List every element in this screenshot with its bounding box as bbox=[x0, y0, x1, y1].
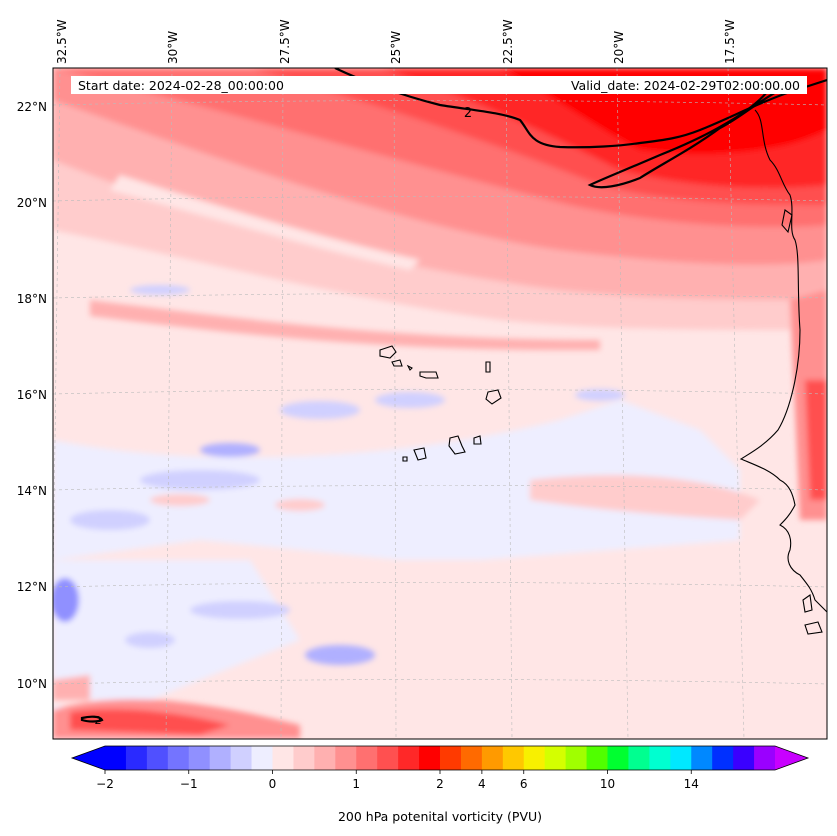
colorbar-cell bbox=[251, 746, 273, 770]
colorbar-cell bbox=[502, 746, 525, 770]
colorbar-tick-label: −1 bbox=[180, 777, 198, 791]
colorbar-cell bbox=[209, 746, 232, 770]
lat-label: 14°N bbox=[17, 484, 47, 498]
colorbar-cell bbox=[146, 746, 169, 770]
lat-label: 16°N bbox=[17, 388, 47, 402]
lon-label: 22.5°W bbox=[501, 19, 515, 64]
latitude-labels: 22°N 20°N 18°N 16°N 14°N 12°N 10°N bbox=[17, 100, 47, 691]
colorbar-outline bbox=[70, 745, 810, 771]
colorbar-under-arrow bbox=[72, 746, 105, 770]
lat-label: 18°N bbox=[17, 292, 47, 306]
colorbar-title: 200 hPa potenital vorticity (PVU) bbox=[338, 809, 542, 824]
colorbar: −2 −1 0 1 2 4 6 10 14 200 hPa potenital vorticit… bbox=[70, 745, 810, 824]
start-date-label: Start date: 2024-02-28_00:00:00 bbox=[78, 78, 284, 93]
colorbar-cell bbox=[335, 746, 357, 770]
colorbar-cell bbox=[188, 746, 211, 770]
colorbar-cells bbox=[105, 746, 776, 770]
colorbar-cell bbox=[712, 746, 734, 770]
colorbar-cell bbox=[691, 746, 713, 770]
colorbar-tick-label: 2 bbox=[436, 777, 444, 791]
colorbar-cell bbox=[314, 746, 336, 770]
map-frame bbox=[52, 67, 828, 740]
longitude-labels: 32.5°W 30°W 27.5°W 25°W 22.5°W 20°W 17.5… bbox=[55, 19, 737, 64]
colorbar-cell bbox=[105, 746, 127, 770]
lon-label: 32.5°W bbox=[55, 19, 69, 64]
colorbar-cell bbox=[523, 746, 546, 770]
pv-field: 2 2 bbox=[53, 68, 827, 739]
colorbar-tick-label: 6 bbox=[520, 777, 528, 791]
colorbar-tick-label: 10 bbox=[600, 777, 615, 791]
colorbar-cell bbox=[628, 746, 650, 770]
colorbar-cell bbox=[377, 746, 399, 770]
lon-label: 27.5°W bbox=[278, 19, 292, 64]
colorbar-cell bbox=[167, 746, 190, 770]
islands bbox=[379, 345, 502, 462]
lon-label: 20°W bbox=[612, 31, 626, 64]
lat-label: 10°N bbox=[17, 677, 47, 691]
lat-label: 12°N bbox=[17, 580, 47, 594]
colorbar-cell bbox=[607, 746, 629, 770]
pv-2-contour bbox=[80, 68, 827, 723]
colorbar-ticks: −2 −1 0 1 2 4 6 10 14 bbox=[96, 770, 699, 791]
lat-label: 22°N bbox=[17, 100, 47, 114]
colorbar-cell bbox=[230, 746, 253, 770]
valid-date-label: Valid_date: 2024-02-29T02:00:00.00 bbox=[571, 78, 800, 93]
lon-label: 25°W bbox=[389, 31, 403, 64]
contour-label: 2 bbox=[464, 106, 472, 121]
colorbar-cell bbox=[544, 746, 567, 770]
colorbar-cell bbox=[754, 746, 776, 770]
colorbar-cell bbox=[586, 746, 608, 770]
lon-label: 17.5°W bbox=[723, 19, 737, 64]
colorbar-cell bbox=[272, 746, 294, 770]
colorbar-tick-label: −2 bbox=[96, 777, 114, 791]
colorbar-cell bbox=[419, 746, 441, 770]
colorbar-cell bbox=[125, 746, 148, 770]
colorbar-cell bbox=[670, 746, 692, 770]
colorbar-over-arrow bbox=[775, 746, 808, 770]
colorbar-cell bbox=[481, 746, 504, 770]
colorbar-tick-label: 1 bbox=[352, 777, 360, 791]
lat-label: 20°N bbox=[17, 196, 47, 210]
coastline bbox=[739, 109, 827, 635]
colorbar-cell bbox=[565, 746, 588, 770]
colorbar-tick-label: 4 bbox=[478, 777, 486, 791]
colorbar-tick-label: 0 bbox=[269, 777, 277, 791]
colorbar-cell bbox=[460, 746, 483, 770]
contour-label: 2 bbox=[95, 714, 102, 727]
header-bar bbox=[71, 76, 807, 94]
colorbar-cell bbox=[398, 746, 420, 770]
colorbar-cell bbox=[356, 746, 378, 770]
lon-label: 30°W bbox=[166, 31, 180, 64]
colorbar-tick-label: 14 bbox=[684, 777, 699, 791]
graticule bbox=[53, 68, 827, 739]
colorbar-cell bbox=[293, 746, 315, 770]
colorbar-cell bbox=[649, 746, 671, 770]
colorbar-cell bbox=[440, 746, 462, 770]
colorbar-cell bbox=[733, 746, 755, 770]
